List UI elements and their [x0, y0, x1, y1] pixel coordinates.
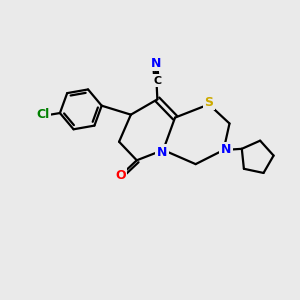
- Text: N: N: [151, 57, 161, 70]
- Text: N: N: [157, 146, 167, 159]
- Text: Cl: Cl: [36, 108, 50, 121]
- Text: O: O: [115, 169, 126, 182]
- Text: C: C: [153, 76, 161, 86]
- Text: N: N: [221, 143, 231, 157]
- Text: S: S: [204, 95, 213, 109]
